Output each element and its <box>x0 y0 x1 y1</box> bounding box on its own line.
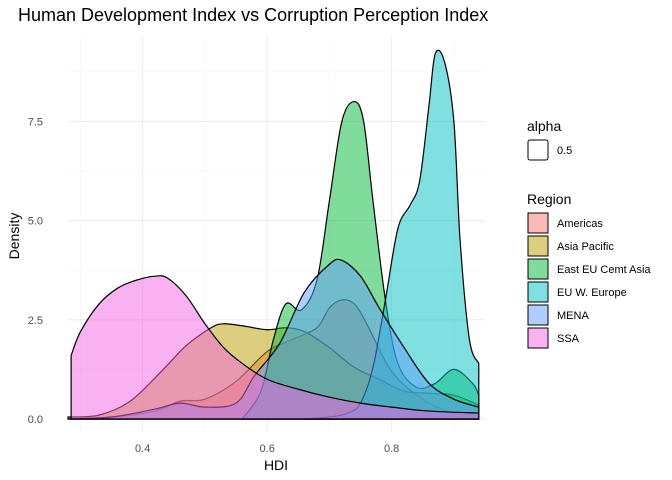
legend-region-items: Americas Asia Pacific East EU Cemt Asia EU … <box>527 212 651 349</box>
density-areas <box>67 49 480 420</box>
x-tick-label: 0.6 <box>260 443 275 455</box>
y-tick-label: 2.5 <box>28 315 43 327</box>
legend-region-title: Region <box>527 191 571 207</box>
x-tick-label: 0.4 <box>135 443 150 455</box>
legend-swatch-ssa <box>527 327 549 349</box>
legend-alpha-key <box>527 139 549 161</box>
chart-title: Human Development Index vs Corruption Pe… <box>18 5 488 25</box>
legend-swatch-americas <box>527 212 549 234</box>
legend-label-ssa: SSA <box>557 333 580 345</box>
legend: alpha 0.5 Region Americas Asia Pacific Eas… <box>527 118 651 349</box>
legend-label-east-eu-cemt-asia: East EU Cemt Asia <box>557 264 651 276</box>
x-tick-label: 0.8 <box>384 443 399 455</box>
y-tick-labels: 0.0 2.5 5.0 7.5 <box>28 116 43 426</box>
legend-swatch-eu-w-europe <box>527 281 549 303</box>
y-tick-label: 5.0 <box>28 216 43 228</box>
legend-alpha-label: 0.5 <box>557 145 572 157</box>
legend-label-americas: Americas <box>557 218 603 230</box>
legend-swatch-mena <box>527 304 549 326</box>
y-axis-title: Density <box>6 213 22 260</box>
y-tick-label: 0.0 <box>28 414 43 426</box>
y-tick-label: 7.5 <box>28 116 43 128</box>
legend-alpha-title: alpha <box>527 118 561 134</box>
density-area-ssa <box>70 275 480 420</box>
legend-label-mena: MENA <box>557 310 589 322</box>
legend-swatch-east-eu-cemt-asia <box>527 258 549 280</box>
legend-swatch-asia-pacific <box>527 235 549 257</box>
x-tick-labels: 0.4 0.6 0.8 <box>135 443 399 455</box>
legend-label-eu-w-europe: EU W. Europe <box>557 287 627 299</box>
x-axis-title: HDI <box>264 457 288 473</box>
legend-label-asia-pacific: Asia Pacific <box>557 241 614 253</box>
